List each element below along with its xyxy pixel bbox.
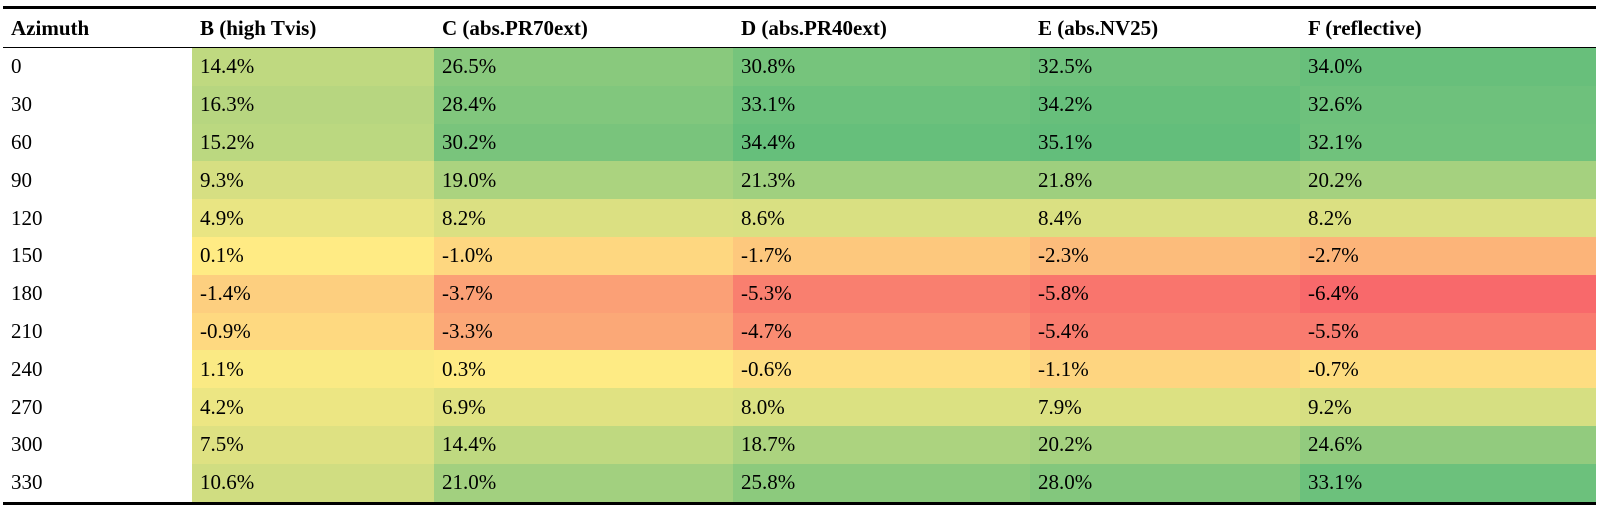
table-row: 0 14.4% 26.5% 30.8% 32.5% 34.0% bbox=[3, 47, 1596, 86]
value-cell: 20.2% bbox=[1300, 161, 1596, 200]
value-cell: -5.4% bbox=[1030, 312, 1300, 351]
table-row: 300 7.5% 14.4% 18.7% 20.2% 24.6% bbox=[3, 425, 1596, 464]
value-cell: -4.7% bbox=[733, 312, 1030, 351]
header-row: Azimuth B (high Tvis) C (abs.PR70ext) D … bbox=[3, 7, 1596, 48]
table-row: 240 1.1% 0.3% -0.6% -1.1% -0.7% bbox=[3, 350, 1596, 389]
value-cell: 28.4% bbox=[434, 85, 733, 124]
header-c: C (abs.PR70ext) bbox=[434, 7, 733, 48]
header-d: D (abs.PR40ext) bbox=[733, 7, 1030, 48]
value-cell: 15.2% bbox=[192, 123, 434, 162]
azimuth-cell: 300 bbox=[3, 425, 192, 464]
value-cell: -0.9% bbox=[192, 312, 434, 351]
azimuth-cell: 30 bbox=[3, 85, 192, 124]
table-row: 60 15.2% 30.2% 34.4% 35.1% 32.1% bbox=[3, 123, 1596, 162]
table-row: 150 0.1% -1.0% -1.7% -2.3% -2.7% bbox=[3, 236, 1596, 275]
table-row: 30 16.3% 28.4% 33.1% 34.2% 32.6% bbox=[3, 85, 1596, 124]
value-cell: 8.2% bbox=[434, 199, 733, 237]
value-cell: 4.9% bbox=[192, 199, 434, 237]
header-b: B (high Tvis) bbox=[192, 7, 434, 48]
value-cell: 9.2% bbox=[1300, 388, 1596, 426]
value-cell: 32.5% bbox=[1030, 47, 1300, 86]
value-cell: 30.2% bbox=[434, 123, 733, 162]
value-cell: 14.4% bbox=[192, 47, 434, 86]
value-cell: 9.3% bbox=[192, 161, 434, 200]
value-cell: -3.3% bbox=[434, 312, 733, 351]
header-e: E (abs.NV25) bbox=[1030, 7, 1300, 48]
value-cell: 34.2% bbox=[1030, 85, 1300, 124]
value-cell: -1.0% bbox=[434, 236, 733, 275]
value-cell: -0.7% bbox=[1300, 350, 1596, 389]
value-cell: 19.0% bbox=[434, 161, 733, 200]
value-cell: 6.9% bbox=[434, 388, 733, 426]
value-cell: 34.4% bbox=[733, 123, 1030, 162]
table-row: 270 4.2% 6.9% 8.0% 7.9% 9.2% bbox=[3, 388, 1596, 426]
table-row: 180 -1.4% -3.7% -5.3% -5.8% -6.4% bbox=[3, 274, 1596, 313]
value-cell: -1.4% bbox=[192, 274, 434, 313]
value-cell: 32.1% bbox=[1300, 123, 1596, 162]
azimuth-cell: 90 bbox=[3, 161, 192, 200]
value-cell: 21.0% bbox=[434, 463, 733, 504]
value-cell: 33.1% bbox=[1300, 463, 1596, 504]
azimuth-cell: 270 bbox=[3, 388, 192, 426]
azimuth-cell: 120 bbox=[3, 199, 192, 237]
azimuth-cell: 240 bbox=[3, 350, 192, 389]
value-cell: 18.7% bbox=[733, 425, 1030, 464]
table-row: 120 4.9% 8.2% 8.6% 8.4% 8.2% bbox=[3, 199, 1596, 237]
value-cell: -5.5% bbox=[1300, 312, 1596, 351]
value-cell: 7.5% bbox=[192, 425, 434, 464]
value-cell: 7.9% bbox=[1030, 388, 1300, 426]
value-cell: -5.8% bbox=[1030, 274, 1300, 313]
value-cell: -6.4% bbox=[1300, 274, 1596, 313]
value-cell: 33.1% bbox=[733, 85, 1030, 124]
value-cell: -2.7% bbox=[1300, 236, 1596, 275]
value-cell: 35.1% bbox=[1030, 123, 1300, 162]
table-row: 90 9.3% 19.0% 21.3% 21.8% 20.2% bbox=[3, 161, 1596, 200]
value-cell: 8.0% bbox=[733, 388, 1030, 426]
value-cell: -1.7% bbox=[733, 236, 1030, 275]
value-cell: 0.1% bbox=[192, 236, 434, 275]
value-cell: 20.2% bbox=[1030, 425, 1300, 464]
value-cell: 4.2% bbox=[192, 388, 434, 426]
value-cell: 8.2% bbox=[1300, 199, 1596, 237]
value-cell: 8.4% bbox=[1030, 199, 1300, 237]
value-cell: 10.6% bbox=[192, 463, 434, 504]
azimuth-cell: 330 bbox=[3, 463, 192, 504]
value-cell: 25.8% bbox=[733, 463, 1030, 504]
value-cell: 26.5% bbox=[434, 47, 733, 86]
value-cell: -0.6% bbox=[733, 350, 1030, 389]
header-azimuth: Azimuth bbox=[3, 7, 192, 48]
table-body: 0 14.4% 26.5% 30.8% 32.5% 34.0% 30 16.3%… bbox=[3, 47, 1596, 504]
value-cell: 0.3% bbox=[434, 350, 733, 389]
value-cell: 14.4% bbox=[434, 425, 733, 464]
table-container: Azimuth B (high Tvis) C (abs.PR70ext) D … bbox=[3, 6, 1596, 505]
azimuth-cell: 150 bbox=[3, 236, 192, 275]
value-cell: -3.7% bbox=[434, 274, 733, 313]
value-cell: 21.3% bbox=[733, 161, 1030, 200]
azimuth-cell: 0 bbox=[3, 47, 192, 86]
value-cell: 24.6% bbox=[1300, 425, 1596, 464]
value-cell: 32.6% bbox=[1300, 85, 1596, 124]
value-cell: 1.1% bbox=[192, 350, 434, 389]
azimuth-cell: 60 bbox=[3, 123, 192, 162]
value-cell: 30.8% bbox=[733, 47, 1030, 86]
value-cell: -5.3% bbox=[733, 274, 1030, 313]
azimuth-cell: 210 bbox=[3, 312, 192, 351]
value-cell: 16.3% bbox=[192, 85, 434, 124]
heatmap-table: Azimuth B (high Tvis) C (abs.PR70ext) D … bbox=[3, 6, 1596, 505]
value-cell: 28.0% bbox=[1030, 463, 1300, 504]
value-cell: 8.6% bbox=[733, 199, 1030, 237]
table-row: 330 10.6% 21.0% 25.8% 28.0% 33.1% bbox=[3, 463, 1596, 504]
value-cell: -1.1% bbox=[1030, 350, 1300, 389]
header-f: F (reflective) bbox=[1300, 7, 1596, 48]
azimuth-cell: 180 bbox=[3, 274, 192, 313]
value-cell: 34.0% bbox=[1300, 47, 1596, 86]
value-cell: 21.8% bbox=[1030, 161, 1300, 200]
value-cell: -2.3% bbox=[1030, 236, 1300, 275]
table-row: 210 -0.9% -3.3% -4.7% -5.4% -5.5% bbox=[3, 312, 1596, 351]
